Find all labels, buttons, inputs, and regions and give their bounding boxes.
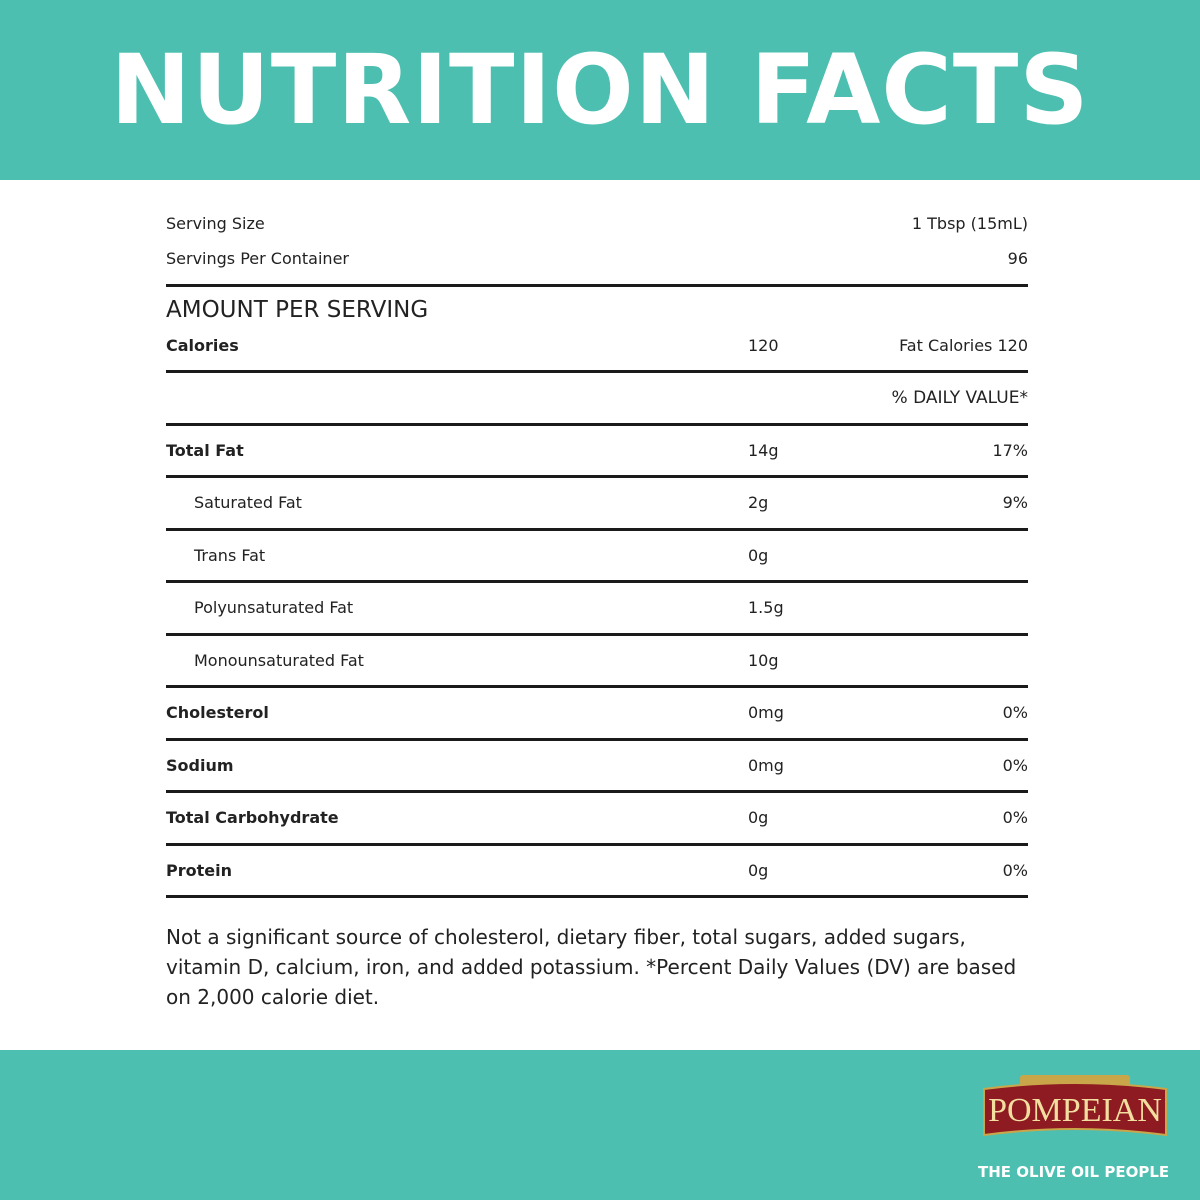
divider xyxy=(166,685,1028,688)
divider xyxy=(166,527,1028,531)
divider xyxy=(166,475,1028,478)
nutrient-label: Sodium xyxy=(166,755,234,775)
nutrient-label: Total Carbohydrate xyxy=(166,808,339,827)
divider xyxy=(166,580,1028,583)
divider xyxy=(166,737,1028,741)
nutrient-daily-value: 0% xyxy=(1002,755,1028,775)
nutrient-row: Total Fat 14g 17% xyxy=(166,424,1028,476)
divider xyxy=(166,370,1028,373)
nutrient-label: Cholesterol xyxy=(166,703,269,722)
serving-size-label: Serving Size xyxy=(166,213,265,233)
nutrient-amount: 2g xyxy=(748,493,769,512)
nutrient-daily-value: 17% xyxy=(992,440,1028,460)
daily-value-header-row: % DAILY VALUE* xyxy=(166,373,1028,423)
pompeian-logo: POMPEIAN xyxy=(983,1075,1167,1137)
nutrient-label: Trans Fat xyxy=(194,545,266,565)
header-band: NUTRITION FACTS xyxy=(0,0,1200,180)
calories-value: 120 xyxy=(748,335,779,355)
nutrient-daily-value: 0% xyxy=(1002,860,1028,880)
svg-text:POMPEIAN: POMPEIAN xyxy=(988,1092,1162,1129)
divider xyxy=(166,423,1028,426)
nutrient-daily-value: 9% xyxy=(1002,493,1028,512)
nutrient-row: Polyunsaturated Fat 1.5g xyxy=(166,582,1028,634)
nutrient-row: Trans Fat 0g xyxy=(166,529,1028,581)
daily-value-header: % DAILY VALUE* xyxy=(891,388,1028,408)
nutrient-amount: 0g xyxy=(748,808,769,827)
nutrient-amount: 0g xyxy=(748,545,769,565)
serving-size-row: Serving Size 1 Tbsp (15mL) xyxy=(166,205,1028,241)
amount-header-text: AMOUNT PER SERVING xyxy=(166,297,429,323)
brand-tagline: THE OLIVE OIL PEOPLE xyxy=(978,1163,1170,1181)
page-title: NUTRITION FACTS xyxy=(110,34,1090,146)
nutrient-amount: 14g xyxy=(748,440,779,460)
nutrient-label: Saturated Fat xyxy=(194,493,302,512)
nutrient-daily-value: 0% xyxy=(1002,808,1028,827)
nutrient-label: Protein xyxy=(166,860,232,880)
nutrient-label: Polyunsaturated Fat xyxy=(194,598,354,617)
footnote: Not a significant source of cholesterol,… xyxy=(166,925,1017,1009)
fat-calories: Fat Calories 120 xyxy=(899,335,1028,355)
divider xyxy=(166,790,1028,793)
divider xyxy=(166,284,1028,287)
nutrient-row: Monounsaturated Fat 10g xyxy=(166,634,1028,686)
serving-size-value: 1 Tbsp (15mL) xyxy=(911,213,1028,233)
nutrient-label: Total Fat xyxy=(166,440,244,460)
calories-label: Calories xyxy=(166,335,239,355)
divider xyxy=(166,632,1028,636)
divider xyxy=(166,842,1028,846)
nutrient-row: Protein 0g 0% xyxy=(166,844,1028,896)
divider xyxy=(166,895,1028,898)
calories-row: Calories 120 Fat Calories 120 xyxy=(166,327,1028,363)
servings-per-container-value: 96 xyxy=(1007,248,1028,268)
nutrient-amount: 0mg xyxy=(748,703,784,722)
nutrient-daily-value: 0% xyxy=(1002,703,1028,722)
nutrient-row: Saturated Fat 2g 9% xyxy=(166,477,1028,529)
nutrient-amount: 0g xyxy=(748,860,769,880)
servings-per-container-row: Servings Per Container 96 xyxy=(166,240,1028,276)
nutrient-row: Total Carbohydrate 0g 0% xyxy=(166,792,1028,844)
nutrient-label: Monounsaturated Fat xyxy=(194,650,364,670)
nutrient-row: Sodium 0mg 0% xyxy=(166,739,1028,791)
nutrient-amount: 10g xyxy=(748,650,779,670)
nutrient-amount: 1.5g xyxy=(748,598,784,617)
amount-per-serving-header: AMOUNT PER SERVING xyxy=(166,292,1028,328)
nutrient-amount: 0mg xyxy=(748,755,784,775)
nutrient-row: Cholesterol 0mg 0% xyxy=(166,687,1028,739)
servings-per-container-label: Servings Per Container xyxy=(166,248,349,268)
